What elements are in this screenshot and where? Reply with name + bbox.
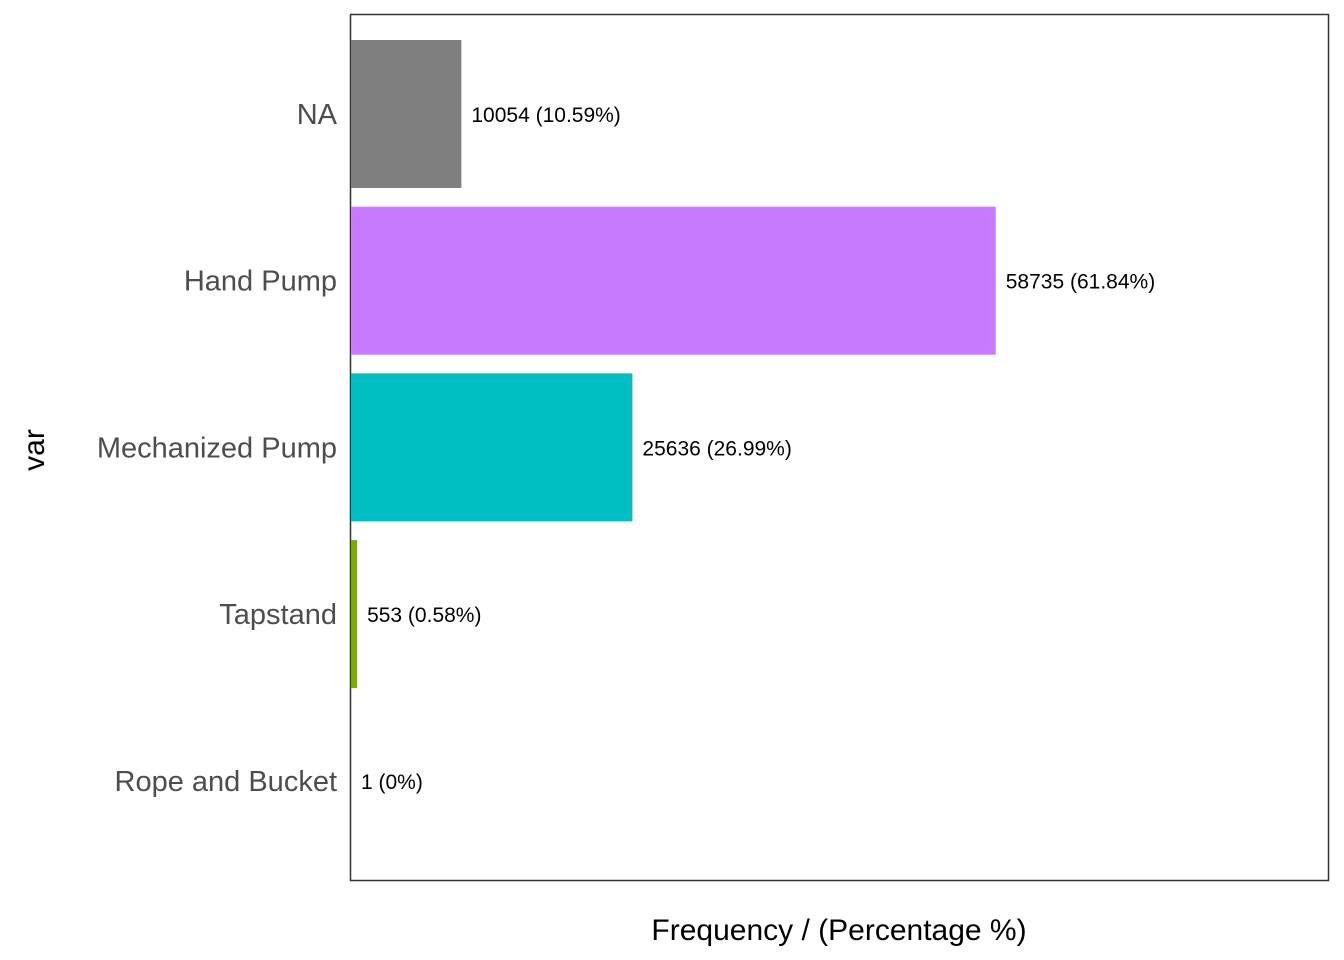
x-axis-title: Frequency / (Percentage %) (651, 914, 1026, 947)
category-label: Tapstand (219, 599, 337, 631)
plot-panel-border (349, 13, 1330, 882)
bars-group (351, 40, 996, 855)
data-label: 1 (0%) (361, 771, 423, 794)
bar-na (351, 40, 462, 188)
category-labels-group: NA Hand Pump Mechanized Pump Tapstand Rope a… (97, 99, 338, 798)
category-label: NA (297, 99, 338, 131)
data-label: 25636 (26.99%) (642, 437, 791, 460)
data-labels-group: 10054 (10.59%) 58735 (61.84%) 25636 (26.99… (361, 104, 1155, 794)
y-axis-title: var (18, 429, 51, 471)
category-label: Mechanized Pump (97, 432, 337, 464)
bar-hand-pump (351, 206, 996, 355)
data-label: 10054 (10.59%) (471, 104, 620, 127)
bar-tapstand (351, 540, 358, 689)
data-label: 553 (0.58%) (367, 604, 481, 627)
bar-mechanized-pump (351, 373, 633, 522)
category-label: Hand Pump (184, 266, 337, 298)
data-label: 58735 (61.84%) (1006, 271, 1155, 294)
category-label: Rope and Bucket (115, 766, 337, 798)
